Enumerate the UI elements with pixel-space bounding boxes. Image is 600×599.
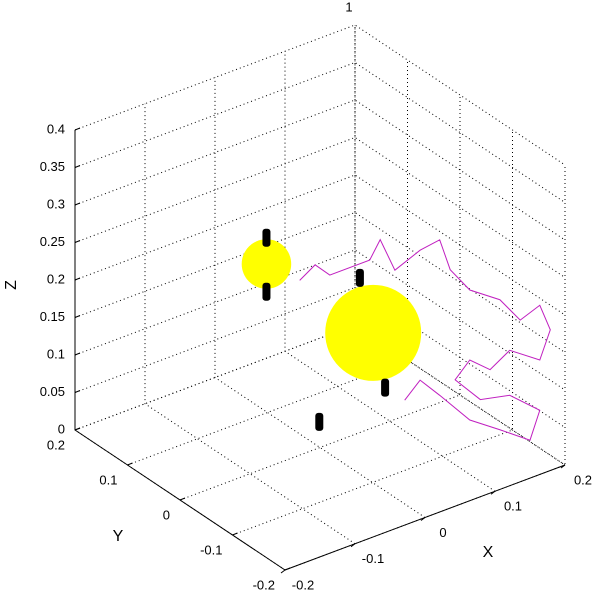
x-tick	[420, 517, 426, 521]
x-tick-label: -0.1	[362, 551, 384, 566]
sphere	[325, 284, 422, 381]
z-tick	[74, 127, 81, 131]
z-tick-label: 0.3	[47, 196, 65, 211]
grid-line	[214, 77, 426, 518]
y-tick-label: -0.2	[253, 577, 275, 592]
y-tick-label: 0.2	[47, 437, 65, 452]
thruster	[381, 378, 390, 397]
z-tick	[74, 277, 81, 281]
thruster	[355, 268, 364, 287]
thruster	[315, 412, 324, 431]
thruster	[262, 282, 271, 301]
z-tick-label: 0.25	[40, 234, 65, 249]
x-tick-label: 0.2	[574, 472, 592, 487]
z-tick-label: 0.1	[47, 346, 65, 361]
x-tick	[350, 543, 356, 548]
x-tick-label: 0.1	[504, 499, 522, 514]
z-tick-label: 0.15	[40, 309, 65, 324]
z-tick	[74, 352, 81, 356]
z-tick-label: 0.4	[47, 121, 65, 136]
x-tick	[490, 490, 496, 495]
grid-line	[144, 103, 356, 545]
y-tick	[179, 497, 186, 501]
chart-title: 1	[345, 0, 352, 14]
z-tick-label: 0.2	[47, 271, 65, 286]
z-tick	[74, 202, 81, 206]
z-tick-label: 0.35	[40, 159, 65, 174]
sphere	[241, 239, 292, 289]
x-axis-label: X	[483, 544, 494, 561]
y-tick-label: 0.1	[99, 472, 117, 487]
x-tick	[280, 569, 286, 574]
y-tick-label: -0.1	[200, 542, 222, 557]
z-tick	[74, 427, 81, 431]
z-tick	[74, 165, 81, 168]
z-axis-label: Z	[3, 280, 20, 290]
y-axis-label: Y	[113, 528, 124, 545]
y-tick	[232, 532, 238, 536]
y-tick-label: 0	[163, 507, 170, 522]
z-tick-label: 0	[58, 421, 65, 436]
x-tick-label: 0	[439, 525, 446, 540]
thruster	[262, 228, 271, 247]
y-tick	[127, 462, 133, 466]
trajectory	[299, 238, 551, 441]
z-tick	[74, 390, 81, 393]
x-tick-label: -0.2	[292, 577, 314, 592]
z-tick	[74, 315, 81, 318]
z-tick-label: 0.05	[40, 384, 65, 399]
y-tick	[284, 567, 291, 571]
z-tick	[74, 240, 81, 243]
x-tick	[560, 464, 566, 469]
